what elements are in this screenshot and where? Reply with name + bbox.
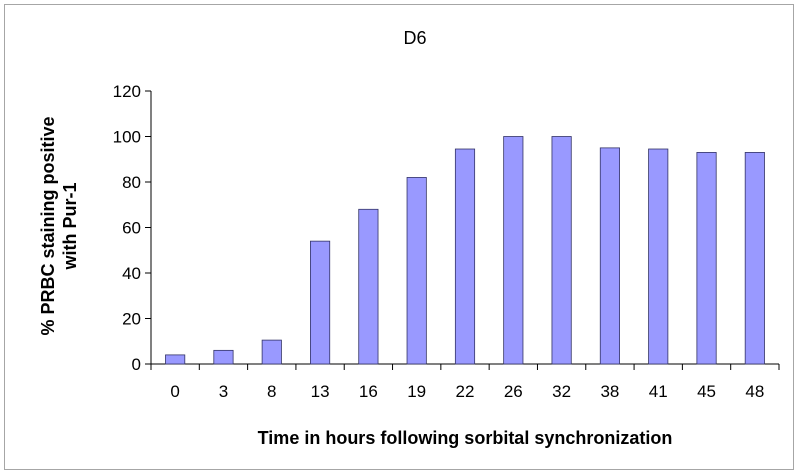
bar [599, 147, 620, 365]
y-axis-label-line-2: with Pur-1 [60, 182, 80, 270]
y-tick-label: 20 [122, 310, 141, 329]
y-axis-label: % PRBC staining positive with Pur-1 [38, 116, 80, 335]
bar [503, 136, 524, 365]
x-tick-label: 48 [745, 382, 764, 401]
x-tick-label: 0 [170, 382, 179, 401]
bar [406, 177, 427, 365]
y-tick-label: 0 [132, 355, 141, 374]
bar [551, 136, 572, 365]
x-tick-label: 16 [359, 382, 378, 401]
bar [358, 208, 379, 365]
bar [696, 152, 717, 365]
bar [648, 148, 669, 365]
x-tick-label: 32 [552, 382, 571, 401]
x-tick-label: 3 [219, 382, 228, 401]
x-tick-label: 38 [600, 382, 619, 401]
chart-title: D6 [403, 28, 426, 48]
y-tick-label: 120 [113, 82, 141, 101]
x-tick-label: 22 [456, 382, 475, 401]
x-tick-label: 19 [407, 382, 426, 401]
bar [213, 349, 234, 365]
x-tick-label: 26 [504, 382, 523, 401]
x-tick-label: 41 [649, 382, 668, 401]
y-tick-label: 60 [122, 219, 141, 238]
x-tick-label: 13 [311, 382, 330, 401]
x-tick-label: 45 [697, 382, 716, 401]
y-axis-label-line-1: % PRBC staining positive [38, 116, 58, 335]
x-axis-label: Time in hours following sorbital synchro… [258, 428, 673, 448]
bar [310, 240, 331, 365]
bar [261, 339, 282, 365]
x-tick-label: 8 [267, 382, 276, 401]
y-tick-label: 100 [113, 128, 141, 147]
y-tick-label: 80 [122, 173, 141, 192]
bar [454, 148, 476, 365]
y-tick-label: 40 [122, 264, 141, 283]
bar [165, 354, 186, 365]
bar [744, 152, 765, 365]
